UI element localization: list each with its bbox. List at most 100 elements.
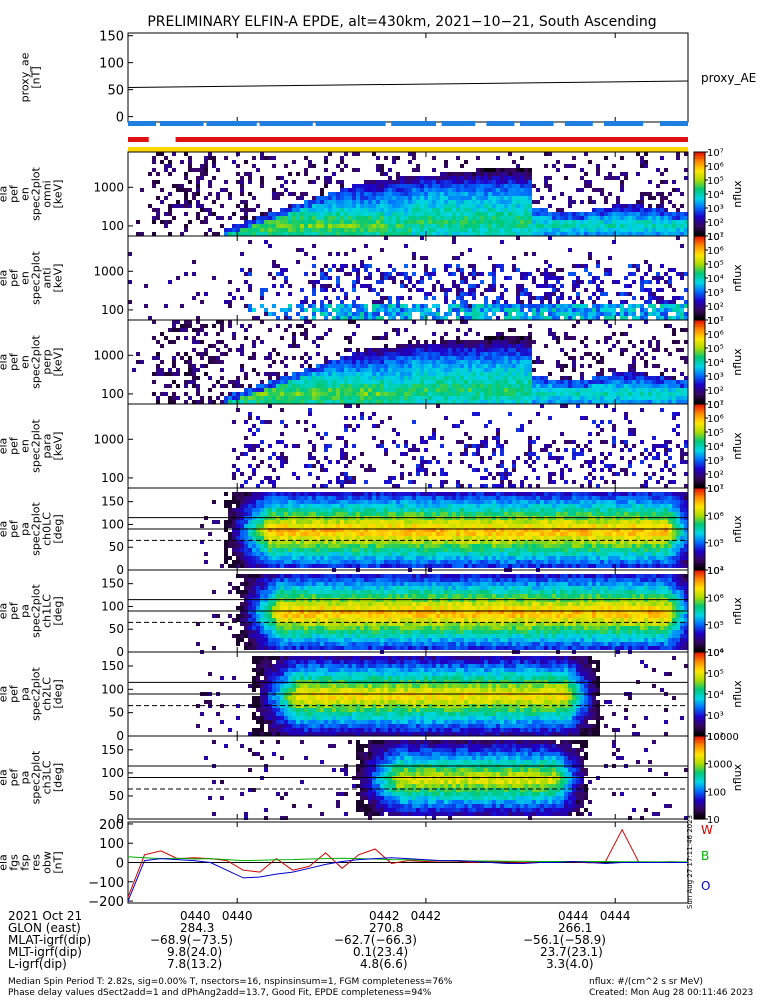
spectrogram-pixel: [596, 212, 600, 216]
spectrogram-pixel: [496, 232, 500, 236]
colorbar-tick-label: 10³: [707, 372, 724, 383]
spectrogram-pixel: [420, 232, 424, 236]
spectrogram-pixel: [676, 312, 680, 316]
spectrogram-pixel: [232, 520, 236, 524]
ylabel-line: perp: [41, 349, 54, 374]
spectrogram-pixel: [232, 296, 236, 300]
spectrogram-pixel: [292, 216, 296, 220]
spectrogram-pixel: [216, 348, 220, 352]
spectrogram-pixel: [652, 356, 656, 360]
spectrogram-pixel: [452, 304, 456, 308]
spectrogram-pixel: [528, 304, 532, 308]
spectrogram-pixel: [400, 452, 404, 456]
spectrogram-pixel: [580, 416, 584, 420]
spectrogram-pixel: [352, 268, 356, 272]
spectrogram-pixel: [676, 432, 680, 436]
spectrogram-pixel: [188, 320, 192, 324]
spectrogram-pixel: [680, 192, 684, 196]
spectrogram-pixel: [592, 208, 596, 212]
colorbar-swatch: [694, 310, 705, 313]
spectrogram-pixel: [240, 348, 244, 352]
spectrogram-pixel: [236, 348, 240, 352]
spectrogram-pixel: [648, 476, 652, 480]
spectrogram-pixel: [436, 316, 440, 320]
spectrogram-pixel: [296, 380, 300, 384]
spectrogram-pixel: [348, 228, 352, 232]
spectrogram-pixel: [464, 312, 468, 316]
spectrogram-pixel: [616, 212, 620, 216]
spectrogram-pixel: [304, 372, 308, 376]
spectrogram-pixel: [292, 208, 296, 212]
spectrogram-pixel: [432, 232, 436, 236]
spectrogram-pixel: [420, 364, 424, 368]
spectrogram-pixel: [252, 228, 256, 232]
spectrogram-pixel: [304, 156, 308, 160]
spectrogram-pixel: [596, 308, 600, 312]
spectrogram-pixel: [556, 296, 560, 300]
spectrogram-pixel: [512, 232, 516, 236]
spectrogram-pixel: [484, 172, 488, 176]
spectrogram-pixel: [184, 176, 188, 180]
spectrogram-pixel: [272, 216, 276, 220]
spectrogram-pixel: [532, 392, 536, 396]
spectrogram-pixel: [572, 288, 576, 292]
spectrogram-pixel: [360, 192, 364, 196]
spectrogram-pixel: [248, 556, 252, 560]
spectrogram-pixel: [556, 384, 560, 388]
spectrogram-pixel: [492, 196, 496, 200]
spectrogram-pixel: [308, 232, 312, 236]
spectrogram-pixel: [572, 304, 576, 308]
spectrogram-pixel: [196, 188, 200, 192]
spectrogram-pixel: [416, 212, 420, 216]
spectrogram-pixel: [460, 344, 464, 348]
spectrogram-pixel: [260, 212, 264, 216]
spectrogram-pixel: [236, 508, 240, 512]
spectrogram-pixel: [328, 312, 332, 316]
spectrogram-pixel: [280, 272, 284, 276]
spectrogram-pixel: [224, 540, 228, 544]
spectrogram-pixel: [252, 424, 256, 428]
colorbar-swatch: [694, 167, 705, 170]
spectrogram-pixel: [452, 400, 456, 404]
spectrogram-pixel: [196, 328, 200, 332]
spectrogram-pixel: [536, 380, 540, 384]
spectrogram-pixel: [452, 280, 456, 284]
spectrogram-pixel: [548, 384, 552, 388]
spectrogram-pixel: [224, 556, 228, 560]
spectrogram-pixel: [332, 216, 336, 220]
spectrogram-pixel: [192, 272, 196, 276]
spectrogram-pixel: [172, 204, 176, 208]
spectrogram-pixel: [196, 316, 200, 320]
spectrogram-pixel: [168, 328, 172, 332]
spectrogram-pixel: [356, 208, 360, 212]
spectrogram-pixel: [412, 344, 416, 348]
spectrogram-pixel: [496, 188, 500, 192]
spectrogram-pixel: [312, 280, 316, 284]
spectrogram-pixel: [304, 252, 308, 256]
spectrogram-pixel: [512, 380, 516, 384]
spectrogram-pixel: [276, 316, 280, 320]
spectrogram-pixel: [676, 224, 680, 228]
spectrogram-pixel: [380, 360, 384, 364]
spectrogram-pixel: [684, 484, 688, 488]
spectrogram-pixel: [440, 360, 444, 364]
spectrogram-pixel: [616, 388, 620, 392]
spectrogram-pixel: [308, 224, 312, 228]
spectrogram-pixel: [640, 460, 644, 464]
spectrogram-pixel: [252, 400, 256, 404]
spectrogram-pixel: [508, 400, 512, 404]
spectrogram-pixel: [260, 388, 264, 392]
colorbar-swatch: [694, 198, 705, 201]
spectrogram-pixel: [664, 272, 668, 276]
spectrogram-pixel: [296, 384, 300, 388]
spectrogram-pixel: [636, 152, 640, 156]
spectrogram-pixel: [584, 444, 588, 448]
spectrogram-pixel: [636, 220, 640, 224]
spectrogram-pixel: [624, 412, 628, 416]
spectrogram-pixel: [504, 440, 508, 444]
spectrogram-pixel: [332, 400, 336, 404]
colorbar-swatch: [694, 362, 705, 364]
spectrogram-pixel: [592, 388, 596, 392]
spectrogram-pixel: [356, 268, 360, 272]
colorbar-swatch: [694, 160, 705, 163]
